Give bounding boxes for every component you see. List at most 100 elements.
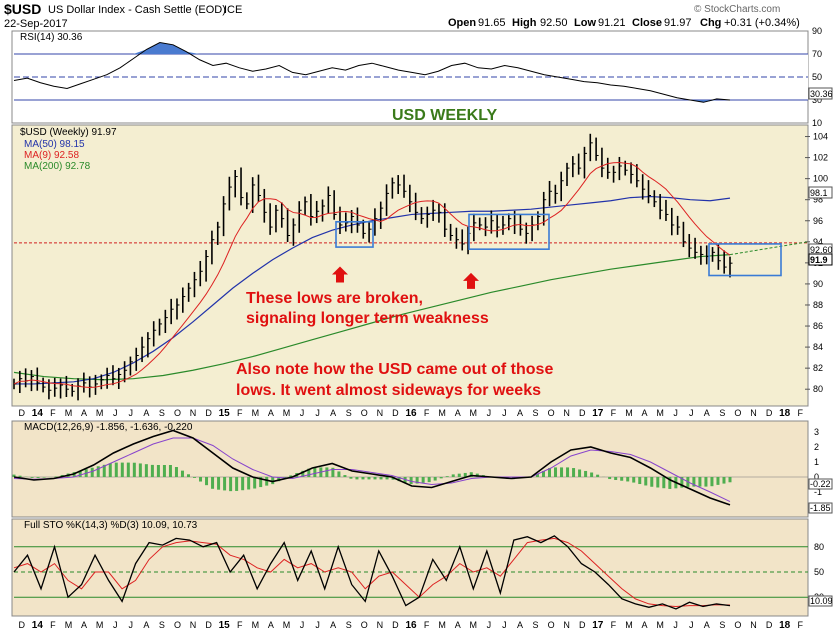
macd-line-tag: -1.85 [810,503,831,513]
month-label: A [330,620,336,630]
month-label: F [424,408,430,418]
month-label: J [315,408,320,418]
macd-tick-label: -1 [814,487,822,497]
watermark: © StockCharts.com [694,4,780,15]
month-label: F [797,408,803,418]
price-panel [11,124,809,407]
macd-histogram-bar [259,477,263,488]
bottom-x-axis: D 14 F M A M J J A S O N D 15 F M A M J J A S O N D 16 F M A M J J A S O N D… [19,620,804,631]
month-label: S [159,620,165,630]
month-label: J [487,408,492,418]
macd-histogram-bar [355,477,359,480]
month-label: M [625,408,633,418]
macd-histogram-bar [144,464,148,477]
month-label: D [766,620,773,630]
month-label: J [113,620,118,630]
chg-value: +0.31 (+0.34%) [724,17,800,29]
macd-histogram-bar [271,477,275,485]
ma200-projection [729,241,809,256]
macd-histogram-bar [668,477,672,489]
month-label: J [129,408,134,418]
ma9-line [13,161,731,388]
chg-label: Chg [700,17,721,29]
month-label: A [704,408,710,418]
macd-histogram-bar [199,477,203,482]
macd-histogram-bar [463,472,467,477]
price-tick-label: 86 [813,321,823,331]
month-label: M [438,620,446,630]
macd-histogram-bar [349,477,353,479]
macd-panel [11,420,809,518]
legend-ma200: MA(200) 92.78 [24,161,91,172]
rsi-legend: RSI(14) 30.36 [20,32,83,43]
macd-histogram-bar [307,468,311,477]
price-tag-ma200: 92.60 [810,245,833,255]
macd-histogram-bar [30,477,34,478]
macd-histogram-bar [301,470,305,477]
month-label: M [656,620,664,630]
macd-histogram-bar [451,474,455,477]
macd-histogram-bar [373,477,377,480]
month-label: 18 [779,408,791,419]
macd-histogram-bar [277,477,281,482]
macd-histogram-bar [108,463,112,477]
month-label: A [268,408,274,418]
month-label: S [719,408,725,418]
macd-histogram-bar [331,467,335,477]
price-tag-box [808,186,833,199]
macd-histogram-bar [698,477,702,487]
macd-histogram-bar [235,477,239,491]
macd-histogram-bar [229,477,233,492]
month-label: 17 [592,408,604,419]
macd-signal-line [13,437,731,502]
month-label: F [424,620,430,630]
stochastic-legend: Full STO %K(14,3) %D(3) 10.09, 10.73 [24,520,198,531]
macd-histogram-bar [704,477,708,487]
chart-title: USD WEEKLY [392,107,498,124]
month-label: O [361,620,368,630]
annotation-line-3: Also note how the USD came out of those [236,361,553,378]
month-label: A [330,408,336,418]
price-tick-label: 90 [813,279,823,289]
month-label: N [377,408,384,418]
chart-date: 22-Sep-2017 [4,18,68,30]
month-label: D [205,620,212,630]
macd-histogram-bar [566,467,570,477]
macd-histogram-bar [541,471,545,477]
price-x-axis: D 14 F M A M J J A S O N D 15 F M A M J J A S O N D 16 F M A M J J A S O N D… [19,408,804,419]
macd-legend: MACD(12,26,9) -1.856, -1.636, -0.220 [24,422,193,433]
low-value: 91.21 [598,17,626,29]
month-label: O [174,408,181,418]
month-label: J [502,408,507,418]
month-label: O [361,408,368,418]
month-label: A [704,620,710,630]
macd-histogram-bar [174,467,178,477]
month-label: M [96,408,104,418]
macd-histogram-bar [397,477,401,482]
month-label: F [50,620,56,630]
macd-tick-label: 1 [814,457,819,467]
month-label: N [750,408,757,418]
month-label: J [487,620,492,630]
highlight-box [468,213,550,250]
month-label: 16 [405,408,417,419]
month-label: F [611,408,617,418]
macd-histogram-bar [632,477,636,483]
month-label: M [625,620,633,630]
macd-histogram-bar [554,467,558,477]
macd-histogram-bar [445,476,449,477]
high-label: High [512,17,537,29]
month-label: O [734,408,741,418]
sto-tick-label: 80 [814,542,824,552]
month-label: A [143,408,149,418]
month-label: N [190,620,197,630]
month-label: J [689,620,694,630]
macd-histogram-bar [132,462,136,477]
rsi-tick-label: 30 [812,95,822,105]
red-up-arrow [332,266,348,283]
macd-histogram-bar [578,469,582,477]
macd-histogram-bar [433,477,437,481]
macd-histogram-bar [217,477,221,490]
macd-histogram-bar [325,467,329,477]
